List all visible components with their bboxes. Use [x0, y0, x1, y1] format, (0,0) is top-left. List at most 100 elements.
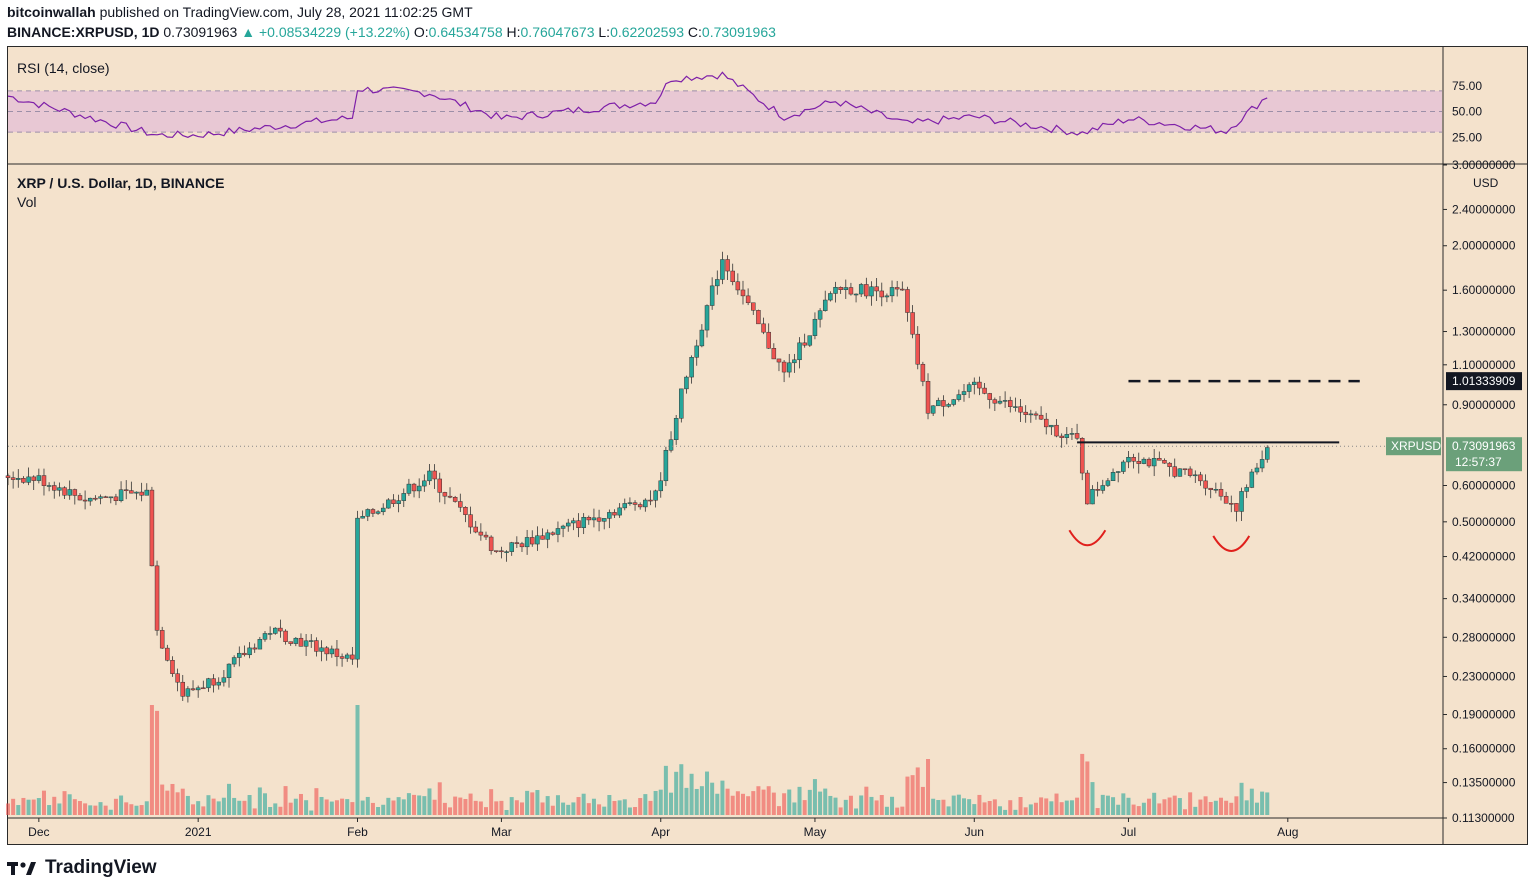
volume-bar: [879, 795, 884, 815]
volume-bar: [473, 800, 478, 815]
candle-body: [1244, 487, 1249, 492]
candle-body: [1028, 413, 1034, 416]
volume-bar: [1100, 794, 1105, 815]
symbol-tag: [1386, 437, 1441, 456]
candle-body: [1049, 424, 1054, 428]
symbol-tag-text: XRPUSD: [1391, 439, 1441, 453]
candle-body: [52, 485, 57, 491]
candle-body: [180, 681, 186, 697]
volume-bar: [1013, 809, 1018, 815]
candle-body: [720, 259, 725, 280]
candle-body: [1172, 466, 1177, 477]
candle-body: [350, 654, 355, 660]
volume-bar: [88, 805, 93, 815]
price-tick-label: 2.00000000: [1452, 239, 1516, 253]
volume-bar: [530, 792, 535, 815]
candle-body: [483, 534, 489, 538]
candle-body: [565, 522, 571, 527]
volume-bar: [504, 810, 509, 815]
volume-bar: [633, 807, 638, 815]
candle-body: [21, 478, 26, 483]
candle-body: [864, 284, 869, 297]
volume-bar: [694, 788, 699, 815]
candle-body: [1002, 400, 1008, 402]
candle-body: [278, 627, 283, 632]
candle-body: [576, 520, 581, 528]
volume-bar: [119, 795, 124, 815]
last-price-tag: [1446, 437, 1522, 472]
candle-body: [1079, 438, 1085, 474]
candle-body: [216, 681, 221, 686]
rsi-tick-label: 50.00: [1452, 105, 1482, 119]
volume-bar: [360, 800, 365, 815]
candle-body: [745, 295, 751, 304]
chart-frame[interactable]: [7, 46, 1528, 845]
candle-body: [586, 517, 592, 521]
candle-body: [946, 404, 951, 407]
volume-bar: [21, 797, 26, 815]
candle-body: [360, 516, 365, 519]
candle-body: [1043, 418, 1049, 428]
volume-bar: [298, 793, 303, 815]
candle-body: [1146, 458, 1152, 467]
candle-body: [807, 335, 813, 346]
volume-bar: [1265, 792, 1270, 815]
volume-bar: [129, 804, 134, 815]
volume-bar: [1249, 788, 1254, 815]
candle-body: [545, 532, 550, 540]
candle-body: [694, 345, 699, 358]
volume-bar: [571, 802, 576, 815]
candle-body: [380, 507, 386, 513]
time-tick-label: Jun: [965, 825, 984, 839]
volume-bar: [607, 795, 612, 815]
volume-bar: [740, 793, 745, 815]
volume-bar: [314, 788, 319, 815]
candle-body: [488, 536, 494, 551]
candle-body: [144, 489, 150, 496]
candle-body: [879, 290, 885, 298]
candle-body: [1259, 459, 1265, 469]
symbol-label: BINANCE:XRPUSD, 1D: [7, 24, 160, 40]
volume-bar: [139, 805, 144, 815]
candle-body: [329, 648, 335, 655]
volume-bar: [98, 802, 103, 815]
candle-body: [1136, 460, 1142, 464]
candle-body: [704, 305, 710, 331]
candle-body: [833, 287, 838, 294]
candle-body: [262, 633, 268, 640]
candle-body: [1126, 457, 1131, 463]
volume-bar: [134, 805, 139, 815]
volume-bar: [149, 705, 154, 815]
volume-bar: [920, 786, 925, 815]
price-tick-label: 0.16000000: [1452, 742, 1516, 756]
volume-bar: [319, 796, 324, 815]
candle-body: [530, 537, 535, 545]
price-tick-label: 0.60000000: [1452, 479, 1516, 493]
volume-bar: [1208, 801, 1213, 815]
candle-body: [925, 381, 931, 414]
volume-bar: [113, 798, 118, 815]
candle-body: [771, 348, 777, 360]
candle-body: [920, 363, 926, 382]
candle-body: [1229, 503, 1234, 505]
candle-body: [1059, 435, 1064, 438]
volume-bar: [1064, 800, 1069, 815]
open-label: O:: [413, 24, 429, 40]
candle-body: [792, 359, 797, 364]
volume-bar: [597, 804, 602, 815]
candle-body: [36, 475, 42, 481]
candle-body: [283, 630, 288, 642]
candle-body: [889, 287, 895, 297]
candle-body: [941, 400, 946, 407]
volume-bar: [221, 797, 226, 815]
volume-bar: [211, 798, 216, 815]
volume-bar: [11, 798, 16, 815]
volume-bar: [391, 800, 396, 815]
candle-body: [1085, 472, 1090, 505]
candle-body: [1198, 474, 1203, 482]
volume-bar: [422, 796, 427, 815]
candle-body: [992, 399, 998, 404]
volume-bar: [1085, 761, 1090, 815]
volume-bar: [555, 795, 560, 815]
